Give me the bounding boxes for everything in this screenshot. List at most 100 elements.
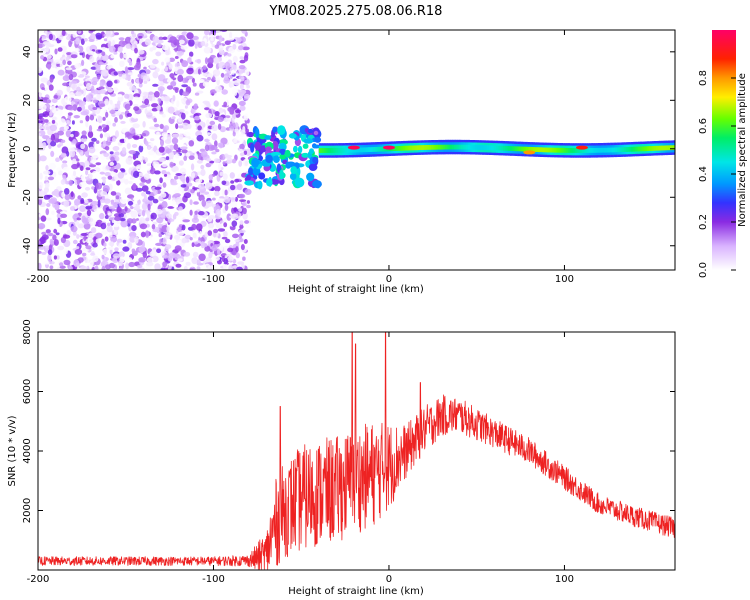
spectrogram-cell <box>180 174 186 182</box>
spectrogram-cell <box>104 236 109 242</box>
spectrogram-cell <box>133 96 140 100</box>
spectrogram-cell <box>172 133 179 138</box>
spectrogram-cell <box>131 43 135 51</box>
spectrogram-cells <box>38 30 675 270</box>
spectrogram-cell <box>109 151 114 155</box>
spectrogram-cell <box>80 38 85 45</box>
spectrogram-cell <box>226 94 231 101</box>
spectrogram-cell <box>304 127 309 133</box>
spectrogram-cell <box>81 130 87 136</box>
spectrogram-cell <box>460 144 463 150</box>
spectrogram-cell <box>89 55 95 63</box>
spectrogram-cell <box>38 105 42 110</box>
colorbar-gradient <box>712 30 736 270</box>
spectrogram-cell <box>314 136 322 143</box>
spectrogram-cell <box>186 67 194 75</box>
spectrogram-cell <box>641 146 644 152</box>
spectrogram-cell <box>459 144 462 150</box>
spectrogram-cell <box>230 180 235 184</box>
spectrogram-cell <box>139 217 146 225</box>
spectrogram-cell <box>131 144 138 148</box>
spectrogram-cell <box>524 146 527 152</box>
colorbar-tick-label: 0.0 <box>698 262 709 278</box>
spectrogram-cell <box>38 132 41 136</box>
spectrogram-cell <box>95 162 102 166</box>
spectrogram-cell <box>233 138 238 144</box>
spectrogram-cell <box>527 146 530 152</box>
spectrogram-cell <box>200 150 208 158</box>
spectrogram-cell <box>156 248 162 254</box>
spectrogram-cell <box>62 234 71 239</box>
spectrogram-cell <box>91 186 95 190</box>
spectrogram-cell <box>218 142 224 149</box>
spectrogram-cell <box>239 152 245 157</box>
spectrogram-cell <box>150 212 157 220</box>
spectrogram-cell <box>181 84 188 88</box>
spectrogram-cell <box>162 44 169 51</box>
spectrogram-cell <box>424 145 427 150</box>
spectrogram-cell <box>211 124 218 132</box>
spectrogram-cell <box>164 66 169 72</box>
spectrogram-cell <box>127 58 131 63</box>
spectrogram-cell <box>135 187 143 192</box>
spectrogram-cell <box>499 145 502 151</box>
spectrogram-cell <box>250 143 255 153</box>
spectrogram-cell <box>80 137 88 143</box>
spectrogram-cell <box>229 109 235 115</box>
spectrogram-cell <box>140 105 148 108</box>
spectrogram-cell <box>196 188 200 193</box>
spectrogram-cell <box>38 240 41 245</box>
spectrogram-cell <box>62 82 69 87</box>
spectrogram-cell <box>57 144 61 148</box>
spectrogram-cell <box>246 200 250 204</box>
spectrogram-cell <box>99 103 106 107</box>
spectrogram-cell <box>82 217 89 225</box>
spectrogram-cell <box>71 158 77 166</box>
spectrogram-cell <box>102 195 106 201</box>
spectrogram-cell <box>198 253 206 262</box>
spectrogram-cell <box>145 140 149 146</box>
spectrogram-cell <box>231 69 235 75</box>
spectrogram-cell <box>80 100 86 106</box>
spectrogram-cell <box>108 45 116 53</box>
spectrogram-cell <box>413 145 416 151</box>
spectrogram-cell <box>48 261 55 265</box>
spectrogram-cell <box>548 147 551 153</box>
spectrogram-cell <box>49 238 54 245</box>
spectrogram-cell <box>46 203 51 207</box>
spectrogram-cell <box>70 225 78 233</box>
spectrogram-cell <box>359 147 362 153</box>
spectrogram-cell <box>110 267 114 270</box>
spectrogram-cell <box>182 219 190 223</box>
spectrogram-cell <box>99 133 103 139</box>
spectrogram-cell <box>174 193 181 197</box>
spectrogram-cell <box>141 192 146 197</box>
spectrogram-cell <box>105 264 111 270</box>
spectrogram-cell <box>100 190 108 197</box>
chart-title: YM08.2025.275.08.06.R18 <box>269 4 443 19</box>
spectrogram-cell <box>181 60 189 68</box>
spectrogram-cell <box>196 159 203 164</box>
spectrogram-cell <box>185 152 191 157</box>
spectrogram-cell <box>98 86 105 90</box>
spectrogram-cell <box>163 95 171 102</box>
spectrogram-cell <box>194 43 198 49</box>
spectrogram-cell <box>96 128 103 132</box>
spectrogram-cell <box>378 146 381 152</box>
spectrogram-cell <box>553 147 556 153</box>
spectrogram-cell <box>625 147 628 152</box>
spectrogram-cell <box>180 146 188 150</box>
spectrogram-cell <box>254 141 261 151</box>
spectrogram-cell <box>126 142 131 150</box>
spectrogram-cell <box>95 64 101 73</box>
spectrogram-cell <box>232 55 238 63</box>
spectrogram-cell <box>569 148 572 153</box>
y-tick-label: 0 <box>22 146 33 152</box>
spectrogram-cell <box>196 266 201 270</box>
spectrogram-cell <box>72 170 77 177</box>
spectrogram-cell <box>673 145 675 150</box>
spectrogram-cell <box>168 152 175 159</box>
spectrogram-cell <box>121 73 127 80</box>
spectrogram-cell <box>102 248 110 255</box>
spectrogram-cell <box>238 75 245 80</box>
